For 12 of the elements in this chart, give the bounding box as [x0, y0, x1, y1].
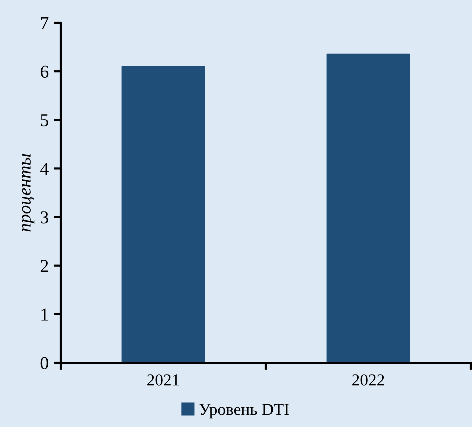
x-tick-label: 2021: [148, 374, 180, 386]
y-tick-label: 3: [41, 212, 48, 224]
y-tick-label: 0: [40, 357, 49, 370]
y-tick-label: 6: [40, 66, 49, 78]
legend-label: Уровень DTI: [200, 404, 290, 419]
y-tick-label: 1: [42, 308, 48, 321]
x-tick-label: 2022: [352, 374, 384, 386]
y-axis-title: проценты: [22, 154, 35, 232]
y-tick-label: 7: [41, 17, 49, 30]
y-tick-label: 5: [41, 114, 48, 127]
y-tick-label: 4: [40, 163, 49, 175]
y-tick-label: 2: [40, 260, 48, 272]
